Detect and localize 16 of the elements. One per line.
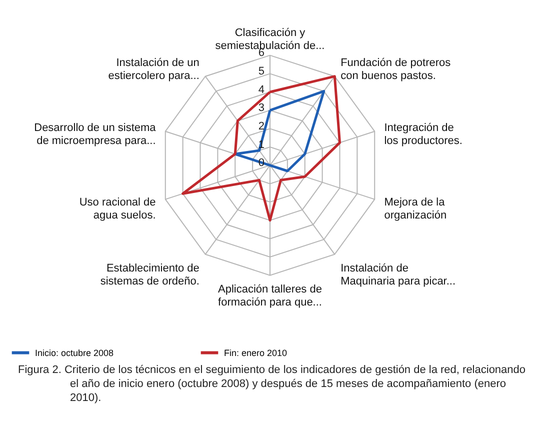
spoke-label: Uso racional de agua suelos. [79, 196, 156, 222]
spoke-label: Desarrollo de un sistema de microempresa para... [34, 122, 157, 148]
legend-label: Fin: enero 2010 [224, 348, 288, 358]
spoke-label: Mejora de la organización [384, 196, 447, 222]
y-tick-label: 4 [258, 84, 264, 96]
y-tick-label: 2 [258, 120, 264, 132]
spoke-label: Fundación de potreros con buenos pastos. [340, 57, 452, 82]
spoke-label: Integración de los productores. [384, 122, 462, 148]
text: Figura 2. Criterio de los técnicos en el seguimiento de los indicadores de gestión de la red, relacionando el año de inicio enero (octubre 2008) y después de 15 meses de acompañamiento (enero 2010). [18, 363, 527, 405]
y-tick-label: 3 [258, 102, 264, 114]
spoke-label: Instalación de Maquinaria para picar... [340, 262, 456, 288]
spoke-label: Instalación de un estiercolero para... [108, 57, 200, 82]
spoke-label: Aplicación talleres de formación para que... [218, 284, 322, 309]
y-tick-label: 5 [258, 65, 264, 78]
spoke-label: Establecimiento de sistemas de ordeño. [100, 262, 200, 288]
legend-label: Inicio: octubre 2008 [35, 348, 114, 358]
